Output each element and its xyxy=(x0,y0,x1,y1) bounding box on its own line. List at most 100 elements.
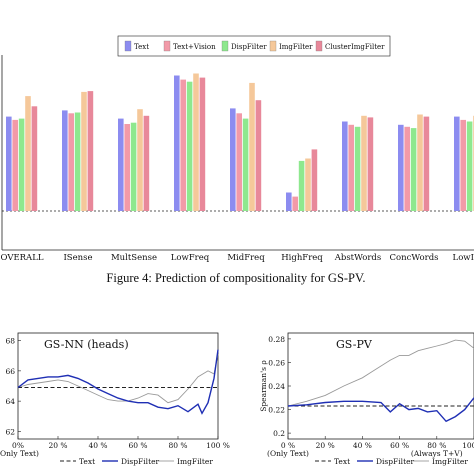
bar-category-labels: OVERALL ISense MultSense LowFreq MidFreq High… xyxy=(1,253,474,263)
legend-label-text: Text xyxy=(134,43,149,51)
bar-text-overall xyxy=(6,117,12,211)
bar-imgfilter-lowfreq xyxy=(193,74,199,212)
bar-chart: Text Text+Vision DispFilter ImgFilter Cluste… xyxy=(1,36,474,263)
y-tick-label: 62 xyxy=(5,427,15,436)
legend-swatch-text-vision xyxy=(164,41,170,51)
bar-clusterimgfilter-midfreq xyxy=(256,100,262,211)
bar-dispfilter-abstwords xyxy=(355,127,361,211)
x-tick-label: 100 % xyxy=(462,441,474,450)
bar-clusterimgfilter-concwords xyxy=(424,117,430,211)
y-tick-label: 0.2 xyxy=(273,429,285,438)
bar-category-label: MidFreq xyxy=(227,253,265,263)
bar-legend: Text Text+Vision DispFilter ImgFilter Cluste… xyxy=(118,36,390,56)
bar-text-vision-concwords xyxy=(404,127,410,211)
x-tick-label: 100 % xyxy=(206,441,230,450)
chart-title: GS-PV xyxy=(336,338,373,351)
bar-text-lowfreq xyxy=(174,76,180,212)
legend-swatch-dispfilter xyxy=(222,41,228,51)
bar-text-vision-lowfreq xyxy=(180,80,186,211)
legend-swatch-imgfilter xyxy=(270,41,276,51)
bar-text-vision-midfreq xyxy=(236,113,242,211)
bar-dispfilter-concwords xyxy=(411,128,417,211)
bar-text-isense xyxy=(62,110,68,211)
series-line-imgfilter xyxy=(288,340,474,406)
bar-text-vision-abstwords xyxy=(348,125,354,211)
x-tick-note: (Only Text) xyxy=(0,449,39,458)
legend-label-dispfilter: DispFilter xyxy=(231,43,267,51)
bar-dispfilter-overall xyxy=(19,119,25,211)
bar-category-label: ConcWords xyxy=(390,253,439,263)
bar-text-midfreq xyxy=(230,108,236,211)
bar-clusterimgfilter-lowfreq xyxy=(200,78,206,211)
legend-label-imgfilter: ImgFilter xyxy=(279,43,313,51)
line-chart-gs-pv: 0.2 0.22 0.24 0.26 0.28 0 % 20 % 40 % 60 % 80 % 10… xyxy=(259,333,474,466)
bar-imgfilter-abstwords xyxy=(361,116,367,211)
bar-dispfilter-multsense xyxy=(131,123,137,211)
bar-imgfilter-isense xyxy=(81,92,87,211)
y-tick-label: 0.24 xyxy=(268,382,285,391)
bar-text-multsense xyxy=(118,119,124,211)
bar-imgfilter-multsense xyxy=(137,109,143,211)
bar-imgfilter-highfreq xyxy=(305,159,311,212)
x-tick-label: 80 % xyxy=(168,441,187,450)
x-tick-label: 20 % xyxy=(316,441,335,450)
y-tick-label: 64 xyxy=(5,397,15,406)
bar-clusterimgfilter-abstwords xyxy=(368,117,374,211)
bar-text-vision-lowimg xyxy=(460,120,466,211)
legend-label-imgfilter: ImgFilter xyxy=(177,457,213,466)
legend-swatch-text xyxy=(125,41,131,51)
bar-text-vision-highfreq xyxy=(292,197,298,211)
chart-title: GS-NN (heads) xyxy=(44,338,129,351)
bar-imgfilter-concwords xyxy=(417,115,423,212)
bar-text-vision-isense xyxy=(68,113,74,211)
figure-caption: Figure 4: Prediction of compositionality… xyxy=(106,271,365,285)
bar-text-vision-multsense xyxy=(124,124,130,211)
y-tick-label: 0.22 xyxy=(268,406,285,415)
bar-clusterimgfilter-overall xyxy=(32,106,38,211)
bar-text-highfreq xyxy=(286,193,292,212)
bar-text-lowimg xyxy=(454,117,460,211)
x-tick-label: 20 % xyxy=(48,441,67,450)
legend-label-clusterimgfilter: ClusterImgFilter xyxy=(325,43,385,51)
bar-text-abstwords xyxy=(342,122,348,212)
bar-dispfilter-midfreq xyxy=(243,119,249,211)
bar-category-label: LowFreq xyxy=(171,253,210,263)
bar-category-label: OVERALL xyxy=(1,253,44,263)
y-tick-label: 66 xyxy=(5,367,15,376)
legend-label-dispfilter: DispFilter xyxy=(121,457,160,466)
bar-imgfilter-overall xyxy=(25,96,31,211)
bar-clusterimgfilter-highfreq xyxy=(312,149,318,211)
bar-text-vision-overall xyxy=(12,120,18,211)
legend-swatch-clusterimgfilter xyxy=(316,41,322,51)
bar-dispfilter-lowimg xyxy=(467,122,473,212)
legend-label-text-vision: Text+Vision xyxy=(173,43,216,51)
bars-group xyxy=(6,74,474,251)
series-line-imgfilter xyxy=(18,354,218,403)
x-tick-label: 40 % xyxy=(353,441,372,450)
y-axis-label: Spearman's ρ xyxy=(259,360,268,412)
line-chart-gs-nn: 62 64 66 68 0% 20 % 40 % 60 % 80 % 100 % (Only Tex… xyxy=(0,333,230,466)
legend-label-text: Text xyxy=(79,457,95,466)
x-tick-label: 60 % xyxy=(128,441,147,450)
x-tick-label: 40 % xyxy=(88,441,107,450)
bar-category-label: ISense xyxy=(63,253,92,263)
bar-category-label: AbstWords xyxy=(334,253,382,263)
legend-label-dispfilter: DispFilter xyxy=(376,457,415,466)
x-tick-label: 60 % xyxy=(390,441,409,450)
y-tick-label: 0.28 xyxy=(268,335,285,344)
legend-label-imgfilter: ImgFilter xyxy=(432,457,468,466)
y-tick-label: 68 xyxy=(5,337,15,346)
bar-clusterimgfilter-isense xyxy=(88,91,94,211)
y-tick-label: 0.26 xyxy=(268,358,285,367)
x-tick-note: (Only Text) xyxy=(267,449,309,458)
bar-text-concwords xyxy=(398,125,404,211)
bar-dispfilter-lowfreq xyxy=(187,82,193,211)
bar-clusterimgfilter-multsense xyxy=(144,116,150,211)
bar-category-label: LowImg xyxy=(453,253,474,263)
bar-category-label: MultSense xyxy=(111,253,157,263)
legend-label-text: Text xyxy=(334,457,350,466)
bar-category-label: HighFreq xyxy=(281,253,323,263)
bar-dispfilter-isense xyxy=(75,113,81,212)
